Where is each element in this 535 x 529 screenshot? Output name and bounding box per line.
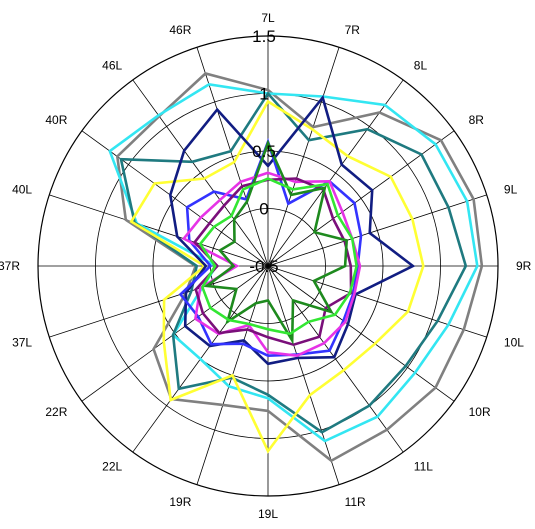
category-label: 19R [169,495,191,509]
category-label: 46L [102,58,122,72]
spoke-line [132,79,269,267]
category-label: 19L [258,507,278,521]
category-label: 8L [414,58,428,72]
spoke-line [267,265,340,485]
spoke-line [267,194,487,267]
category-label: 7R [345,23,361,37]
category-label: 22R [45,405,67,419]
series-line [178,137,363,358]
category-label: 9R [516,259,532,273]
spoke-line [267,79,404,267]
category-label: 11L [414,460,433,474]
series-line [115,72,484,463]
ring-value-label: -0.5 [249,257,278,276]
category-label: 10L [504,336,524,350]
spoke-line [81,130,269,267]
spoke-line [267,265,455,402]
category-label: 37L [12,336,32,350]
series-line [192,177,353,347]
category-label: 9L [504,182,518,196]
series-line [198,177,358,336]
series-line [108,83,479,443]
series-line [168,94,416,366]
category-label: 37R [0,259,20,273]
series-line [181,171,362,358]
series-line [129,99,425,454]
spoke-line [49,194,269,267]
spoke-line [267,47,340,267]
category-label: 8R [469,113,485,127]
spoke-line [267,265,404,453]
category-label: 40L [12,182,32,196]
category-label: 40R [45,113,67,127]
ring-value-label: 1 [259,85,268,104]
ring-value-label: 0.5 [252,142,276,161]
category-label: 10R [469,405,491,419]
category-label: 22L [102,460,122,474]
spoke-line [267,130,455,267]
ring-value-label: 1.5 [252,27,276,46]
series-line [119,91,468,434]
category-label: 46R [169,23,191,37]
spoke-line [267,265,487,338]
category-label: 11R [345,495,366,509]
spoke-line [49,265,269,338]
ring-value-label: 0 [259,200,268,219]
series-line [203,139,349,345]
category-label: 7L [261,11,275,25]
